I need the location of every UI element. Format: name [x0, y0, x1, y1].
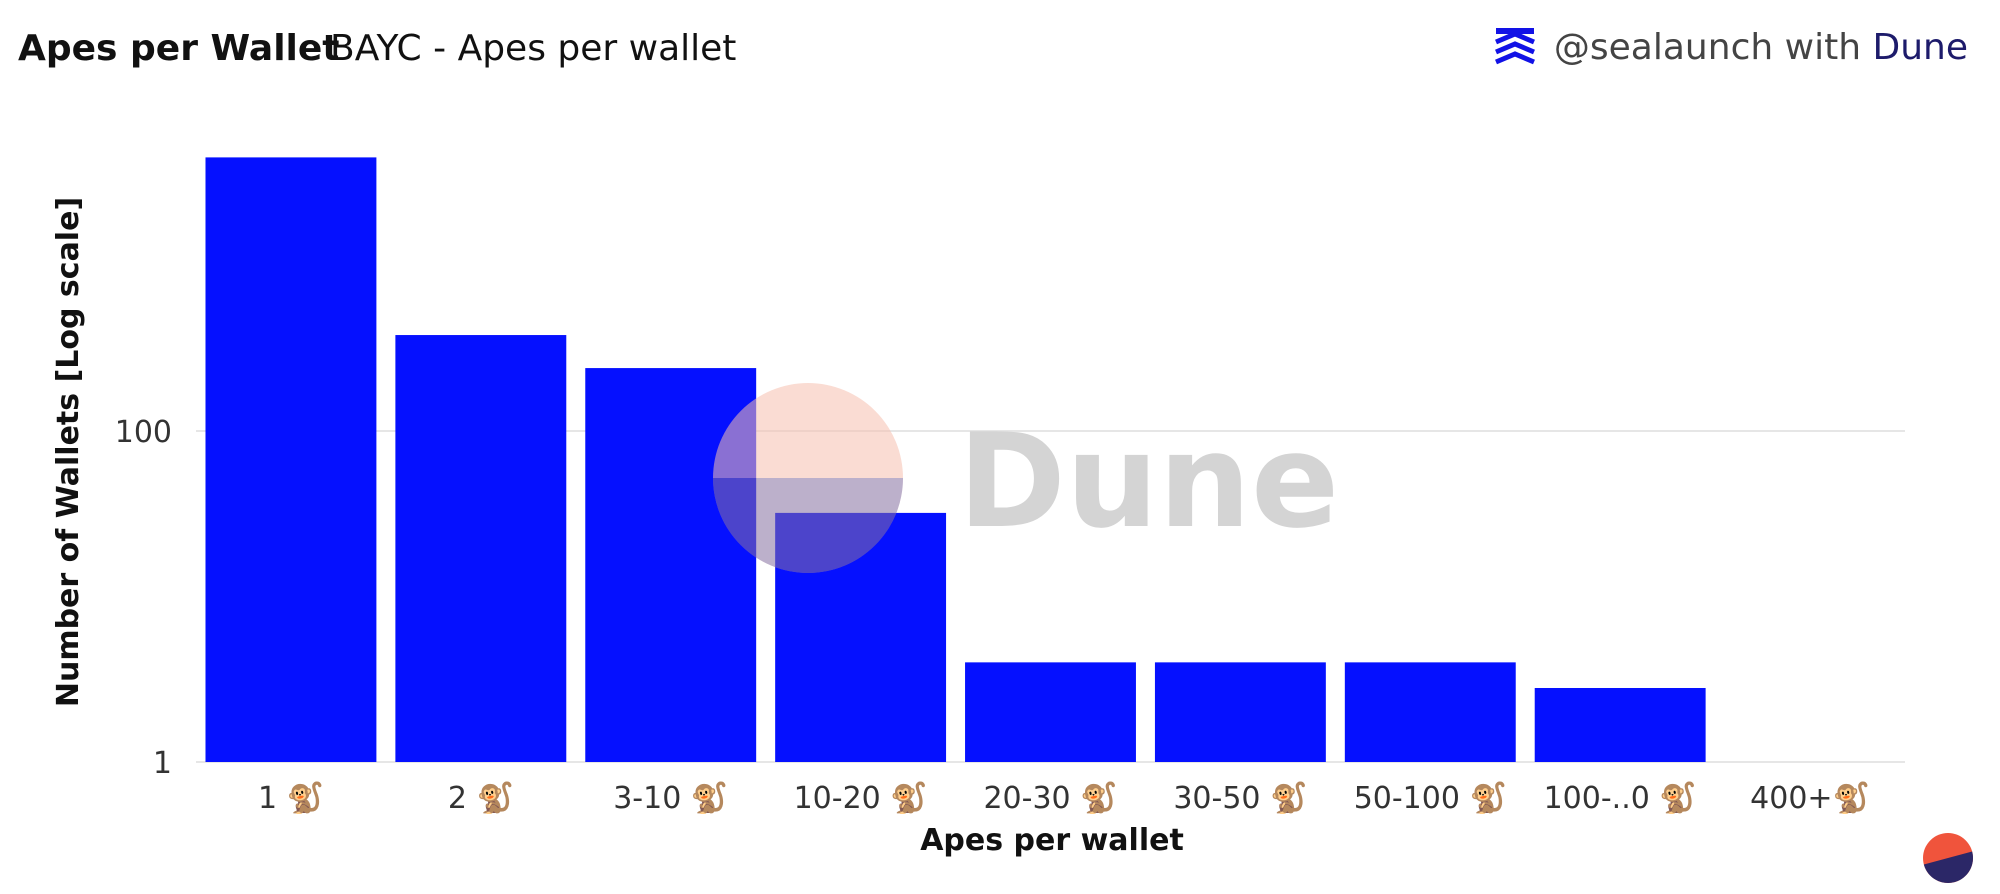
x-tick-label: 1 🐒 — [258, 780, 324, 816]
bar[interactable] — [395, 335, 567, 762]
y-axis-label: Number of Wallets [Log scale] — [51, 197, 86, 707]
x-tick-label: 3-10 🐒 — [613, 780, 728, 816]
brand-attribution[interactable]: @sealaunch with Dune — [1494, 26, 1968, 68]
y-tick-label: 1 — [153, 746, 172, 781]
chart-header: Apes per Wallet BAYC - Apes per wallet @… — [0, 0, 2000, 100]
x-tick-label: 30-50 🐒 — [1173, 780, 1307, 816]
watermark-text: Dune — [958, 405, 1339, 557]
author-handle[interactable]: @sealaunch — [1553, 26, 1774, 68]
chart-title: Apes per Wallet — [18, 28, 340, 69]
x-axis-ticks: 1 🐒 2 🐒 3-10 🐒 10-20 🐒 20-30 🐒 30-50 🐒 50-100 … — [258, 780, 1870, 816]
x-tick-label: 100-..0 🐒 — [1544, 780, 1697, 816]
x-tick-label: 20-30 🐒 — [983, 780, 1117, 816]
x-tick-label: 50-100 🐒 — [1354, 780, 1507, 816]
y-tick-label: 100 — [115, 415, 172, 450]
bar[interactable] — [1154, 662, 1326, 762]
x-axis-label: Apes per wallet — [920, 823, 1184, 858]
dune-logo-icon — [713, 383, 903, 573]
x-tick-label: 2 🐒 — [448, 780, 514, 816]
with-label: with — [1784, 26, 1862, 68]
dune-brand-link[interactable]: Dune — [1872, 26, 1968, 68]
bar[interactable] — [965, 662, 1136, 762]
dune-circle-icon — [1923, 833, 1973, 883]
x-tick-label: 400+🐒 — [1750, 780, 1870, 816]
bar[interactable] — [1534, 687, 1706, 762]
chart-subtitle: BAYC - Apes per wallet — [330, 28, 737, 69]
bar[interactable] — [205, 157, 377, 763]
bar[interactable] — [1344, 662, 1516, 762]
x-tick-label: 10-20 🐒 — [794, 780, 928, 816]
sealaunch-chevrons-icon — [1494, 28, 1535, 65]
y-axis-ticks: 1 100 — [115, 415, 172, 781]
bar-series — [205, 157, 1706, 763]
